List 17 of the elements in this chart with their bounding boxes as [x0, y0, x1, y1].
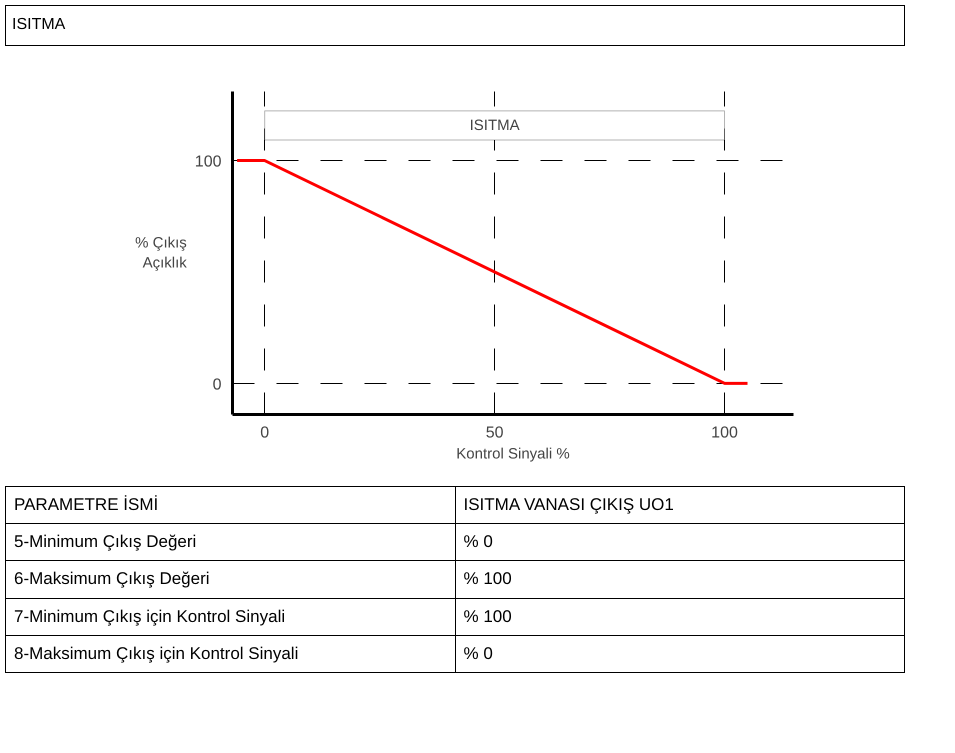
text: % 100 [455, 560, 904, 598]
y-axis-title: % Çıkış Açıklık [135, 234, 188, 272]
text: ISITMA [5, 5, 905, 46]
text: 8-Maksimum Çıkış için Kontrol Sinyali [6, 635, 455, 673]
x-tick-label: 0 [260, 424, 270, 442]
text: 7-Minimum Çıkış için Kontrol Sinyali [6, 598, 455, 636]
text: % 0 [455, 524, 904, 561]
text: 5-Minimum Çıkış Değeri [6, 524, 455, 561]
x-tick-label: 50 [486, 424, 504, 442]
band-label: ISITMA [470, 116, 520, 134]
x-axis-title: Kontrol Sinyali % [456, 445, 570, 462]
text: % 0 [455, 635, 904, 673]
text: ISITMA VANASI ÇIKIŞ UO1 [455, 486, 904, 524]
text: 6-Maksimum Çıkış Değeri [6, 560, 455, 598]
x-tick-label: 100 [711, 424, 738, 442]
text: % 100 [455, 598, 904, 636]
text: PARAMETRE İSMİ [6, 486, 455, 524]
